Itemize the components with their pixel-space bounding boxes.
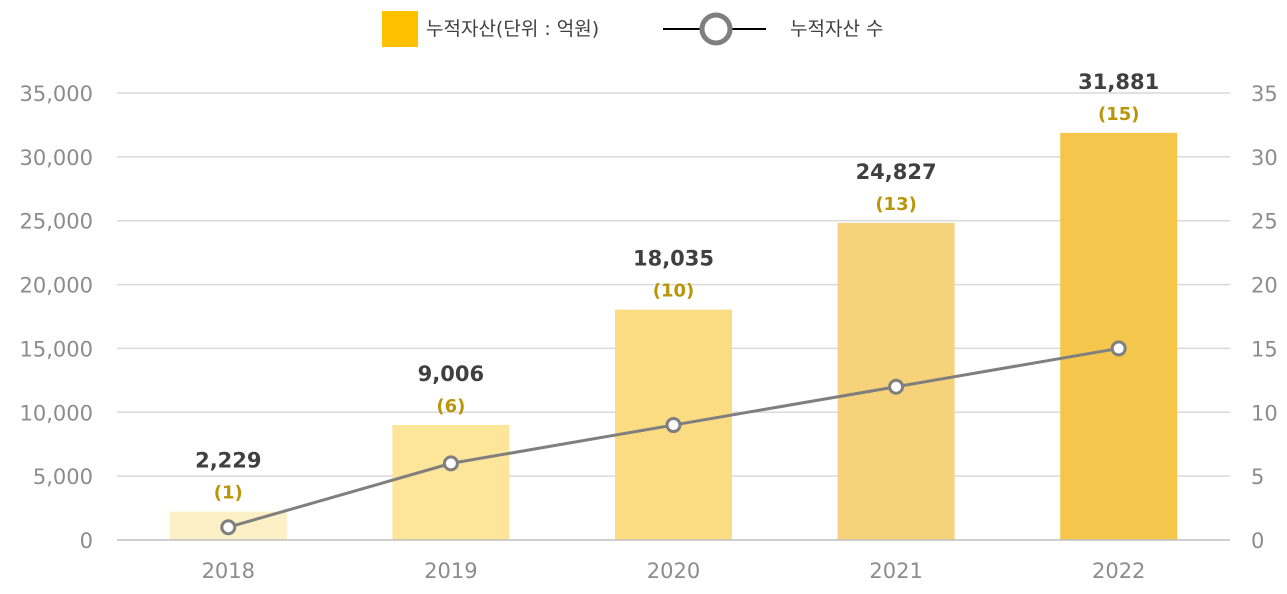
bar (392, 424, 510, 540)
y-right-tick-label: 20 (1251, 274, 1278, 298)
y-right-tick-label: 30 (1251, 146, 1278, 170)
y-axis-left: 0 5,000 10,000 15,000 20,000 25,000 30,000 35,0… (20, 82, 93, 553)
y-left-tick-label: 15,000 (20, 337, 93, 361)
line-point (442, 455, 459, 472)
y-right-tick-label: 15 (1251, 337, 1278, 361)
x-tick-label: 2021 (869, 559, 922, 583)
line-point (665, 417, 682, 434)
y-left-tick-label: 10,000 (20, 401, 93, 425)
count-label: (15) (1098, 104, 1140, 125)
count-label: (10) (653, 281, 695, 302)
x-tick-label: 2018 (202, 559, 255, 583)
y-right-tick-label: 0 (1251, 529, 1264, 553)
bar-series (169, 132, 1178, 540)
y-left-tick-label: 35,000 (20, 82, 93, 106)
line-point (220, 519, 237, 536)
x-tick-label: 2019 (424, 559, 477, 583)
y-left-tick-label: 20,000 (20, 274, 93, 298)
bar-value-label: 2,229 (195, 449, 261, 473)
y-right-tick-label: 35 (1251, 82, 1278, 106)
count-label: (13) (875, 194, 917, 215)
x-tick-label: 2022 (1092, 559, 1145, 583)
y-right-tick-label: 25 (1251, 210, 1278, 234)
y-axis-right: 0 5 10 15 20 25 30 35 (1251, 82, 1278, 553)
legend-line-marker (699, 12, 733, 46)
bar-value-label: 24,827 (856, 160, 937, 184)
bar-value-label: 31,881 (1078, 70, 1159, 94)
legend: 누적자산(단위 : 억원) 누적자산 수 (382, 11, 883, 47)
x-tick-label: 2020 (647, 559, 700, 583)
legend-bar-swatch (382, 11, 418, 47)
line-series (220, 340, 1127, 536)
y-right-tick-label: 5 (1251, 465, 1264, 489)
y-left-tick-label: 30,000 (20, 146, 93, 170)
bar-value-label: 18,035 (633, 247, 714, 271)
count-label: (6) (436, 396, 465, 417)
legend-bar-label: 누적자산(단위 : 억원) (426, 18, 599, 40)
y-right-tick-label: 10 (1251, 401, 1278, 425)
line-point (1110, 340, 1127, 357)
data-labels: 2,229 (1) 9,006 (6) 18,035 (10) 24,827 (13) 31,8… (195, 70, 1159, 504)
bar (1060, 132, 1178, 540)
legend-line-label: 누적자산 수 (790, 18, 883, 40)
count-label: (1) (214, 483, 243, 504)
x-axis: 2018 2019 2020 2021 2022 (202, 559, 1146, 583)
y-left-tick-label: 5,000 (33, 465, 93, 489)
y-left-tick-label: 25,000 (20, 210, 93, 234)
y-left-tick-label: 0 (80, 529, 93, 553)
bar-value-label: 9,006 (418, 362, 484, 386)
line-point (888, 378, 905, 395)
